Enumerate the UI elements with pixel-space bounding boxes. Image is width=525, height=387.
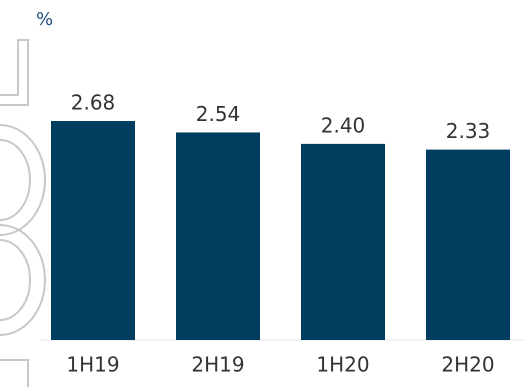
x-tick-label: 2H19 (191, 353, 244, 377)
x-tick-label: 2H20 (441, 353, 494, 377)
x-tick-label: 1H20 (316, 353, 369, 377)
value-label: 2.40 (321, 113, 366, 137)
value-label: 2.33 (446, 119, 491, 143)
bar (426, 149, 510, 340)
x-tick-label: 1H19 (66, 353, 119, 377)
bar (51, 121, 135, 341)
value-label: 2.68 (71, 91, 116, 115)
value-label: 2.54 (196, 102, 241, 126)
decoration (0, 39, 46, 387)
unit-label: % (36, 9, 53, 30)
bar (301, 143, 385, 340)
bar (176, 132, 260, 340)
